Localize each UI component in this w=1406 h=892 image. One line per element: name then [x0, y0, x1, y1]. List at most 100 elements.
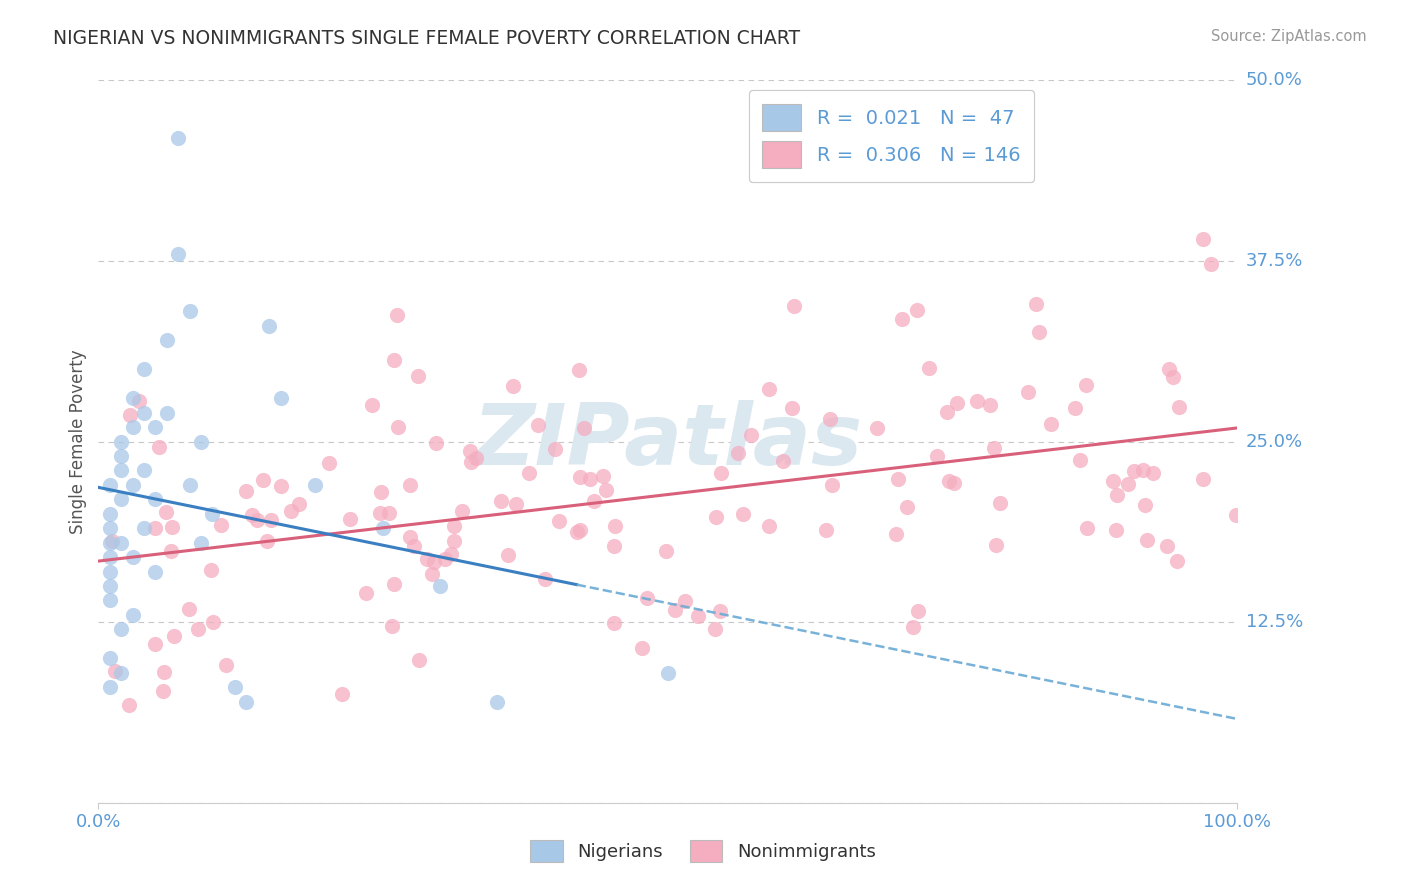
Point: [1192, 472, 1215, 486]
Point: [143, 521, 166, 535]
Point: [318, 456, 340, 470]
Point: [167, 131, 190, 145]
Point: [451, 504, 474, 518]
Point: [402, 539, 425, 553]
Point: [603, 539, 626, 553]
Point: [429, 579, 451, 593]
Point: [1132, 463, 1154, 477]
Point: [382, 352, 405, 367]
Point: [568, 523, 591, 537]
Point: [572, 421, 595, 435]
Point: [145, 492, 167, 507]
Point: [568, 469, 591, 483]
Point: [1161, 370, 1184, 384]
Point: [946, 396, 969, 410]
Point: [361, 398, 384, 412]
Point: [567, 525, 589, 540]
Point: [1076, 521, 1098, 535]
Point: [886, 526, 908, 541]
Point: [603, 519, 626, 533]
Point: [132, 463, 155, 477]
Point: [215, 658, 238, 673]
Point: [1142, 467, 1164, 481]
Point: [1102, 475, 1125, 489]
Point: [398, 530, 420, 544]
Point: [156, 334, 179, 348]
Text: NIGERIAN VS NONIMMIGRANTS SINGLE FEMALE POVERTY CORRELATION CHART: NIGERIAN VS NONIMMIGRANTS SINGLE FEMALE …: [53, 29, 800, 47]
Point: [160, 520, 183, 534]
Point: [1028, 325, 1050, 339]
Point: [101, 534, 124, 549]
Point: [256, 534, 278, 549]
Point: [209, 518, 232, 533]
Point: [1118, 477, 1140, 491]
Point: [145, 565, 167, 579]
Point: [918, 361, 941, 376]
Point: [602, 615, 624, 630]
Point: [98, 579, 121, 593]
Point: [505, 497, 527, 511]
Point: [110, 492, 132, 507]
Point: [818, 412, 841, 426]
Point: [190, 535, 212, 549]
Point: [121, 607, 143, 622]
Point: [246, 513, 269, 527]
Point: [783, 299, 806, 313]
Point: [709, 604, 731, 618]
Point: [98, 680, 121, 694]
Point: [1133, 498, 1156, 512]
Point: [595, 483, 617, 497]
Point: [657, 665, 679, 680]
Point: [98, 651, 121, 665]
Point: [260, 513, 283, 527]
Point: [98, 521, 121, 535]
Point: [98, 507, 121, 521]
Point: [502, 379, 524, 393]
Y-axis label: Single Female Poverty: Single Female Poverty: [69, 350, 87, 533]
Text: 50.0%: 50.0%: [1246, 71, 1302, 89]
Point: [304, 478, 326, 492]
Point: [145, 420, 167, 434]
Point: [270, 391, 292, 405]
Point: [1069, 453, 1091, 467]
Point: [152, 665, 174, 679]
Point: [155, 505, 177, 519]
Point: [132, 406, 155, 420]
Point: [128, 394, 150, 409]
Point: [983, 442, 1005, 456]
Point: [673, 594, 696, 608]
Point: [110, 463, 132, 477]
Point: [387, 420, 409, 434]
Point: [517, 466, 540, 480]
Point: [568, 363, 591, 377]
Point: [354, 586, 377, 600]
Point: [385, 308, 408, 322]
Point: [381, 618, 404, 632]
Point: [896, 500, 918, 514]
Point: [703, 622, 725, 636]
Point: [465, 451, 488, 466]
Point: [398, 478, 420, 492]
Point: [98, 535, 121, 549]
Point: [104, 665, 127, 679]
Point: [655, 544, 678, 558]
Point: [526, 418, 548, 433]
Point: [98, 565, 121, 579]
Point: [1105, 523, 1128, 537]
Point: [1136, 533, 1159, 547]
Point: [496, 548, 519, 562]
Point: [110, 434, 132, 449]
Point: [686, 609, 709, 624]
Point: [287, 497, 309, 511]
Point: [772, 454, 794, 468]
Point: [925, 449, 948, 463]
Point: [758, 518, 780, 533]
Text: 12.5%: 12.5%: [1246, 613, 1303, 632]
Point: [270, 479, 292, 493]
Point: [866, 421, 889, 435]
Point: [630, 640, 652, 655]
Point: [905, 302, 928, 317]
Point: [235, 695, 257, 709]
Point: [259, 318, 281, 333]
Point: [636, 591, 658, 606]
